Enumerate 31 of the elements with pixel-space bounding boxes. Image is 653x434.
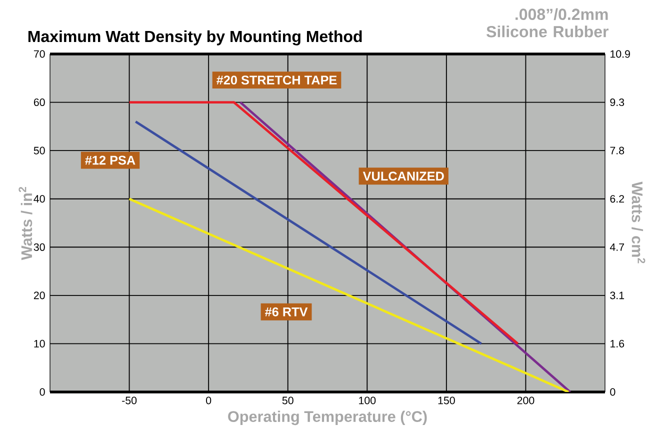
chart-title: Maximum Watt Density by Mounting Method bbox=[28, 30, 362, 46]
y-tick-label: 50 bbox=[34, 146, 45, 154]
y2-tick-label: 1.6 bbox=[610, 340, 624, 348]
y2-axis-title: Watts / cm$^{2}$ bbox=[632, 182, 646, 264]
x-tick-label: 200 bbox=[517, 396, 534, 404]
y2-tick-label: 0 bbox=[610, 388, 616, 396]
x-tick-label: 150 bbox=[438, 396, 455, 404]
y-axis-title: Watts / in$^{2}$ bbox=[18, 186, 32, 260]
y-tick-label: 60 bbox=[34, 98, 45, 106]
x-tick-label: 50 bbox=[282, 396, 294, 404]
series-label: #20 STRETCH TAPE bbox=[216, 76, 337, 85]
y2-tick-label: 3.1 bbox=[610, 292, 624, 300]
y2-tick-label: 9.3 bbox=[610, 98, 624, 106]
text: #12 PSA bbox=[85, 156, 136, 165]
series-label: VULCANIZED bbox=[362, 172, 444, 181]
y-tick-label: 30 bbox=[34, 243, 45, 251]
y-tick-label: 40 bbox=[34, 195, 45, 203]
y2-tick-label: 6.2 bbox=[610, 195, 624, 203]
x-tick-label: -50 bbox=[122, 396, 137, 404]
y-tick-label: 70 bbox=[34, 50, 45, 58]
chart-subtitle: .008”/0.2mm Silicone Rubber bbox=[486, 8, 608, 38]
text: #6 RTV bbox=[265, 307, 308, 316]
x-axis-title: Operating Temperature (°C) bbox=[228, 410, 427, 426]
y2-tick-label: 10.9 bbox=[610, 50, 630, 58]
y2-tick-label: 7.8 bbox=[610, 146, 624, 154]
y-tick-label: 20 bbox=[34, 292, 45, 300]
x-tick-label: 100 bbox=[359, 396, 376, 404]
y2-tick-label: 4.7 bbox=[610, 243, 624, 251]
y-tick-label: 0 bbox=[40, 388, 45, 396]
y-tick-label: 10 bbox=[34, 340, 45, 348]
x-tick-label: 0 bbox=[206, 396, 212, 404]
